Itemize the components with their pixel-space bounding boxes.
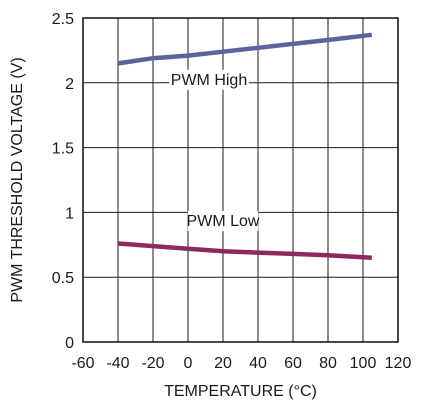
series-line-pwm-low — [117, 241, 372, 261]
x-axis-tick-labels: -60 -40 -20 0 20 40 60 80 100 120 — [71, 355, 411, 372]
series-annotations: PWM High PWM Low — [169, 69, 260, 232]
y-tick-label: 0.5 — [52, 270, 74, 287]
y-tick-label: 2.5 — [52, 11, 74, 28]
y-axis-label: PWM THRESHOLD VOLTAGE (V) — [9, 57, 26, 302]
y-tick-label: 1.5 — [52, 141, 74, 158]
series-lines — [117, 32, 373, 261]
series-label-pwm-high: PWM High — [171, 72, 247, 89]
y-tick-label: 0 — [65, 335, 74, 352]
y-tick-label: 1 — [65, 205, 74, 222]
y-tick-label: 2 — [65, 76, 74, 93]
y-axis-tick-labels: 0 0.5 1 1.5 2 2.5 — [52, 11, 74, 352]
grid — [83, 18, 398, 342]
series-label-pwm-low: PWM Low — [187, 213, 260, 230]
annotation-background — [169, 69, 249, 90]
x-tick-label: 60 — [284, 355, 302, 372]
plot-frame — [82, 17, 399, 343]
annotation-background — [187, 211, 259, 232]
x-tick-label: 80 — [319, 355, 337, 372]
x-tick-label: 100 — [350, 355, 377, 372]
x-tick-label: 20 — [214, 355, 232, 372]
x-tick-label: 0 — [184, 355, 193, 372]
x-tick-label: 120 — [385, 355, 412, 372]
x-tick-label: -60 — [71, 355, 94, 372]
x-tick-label: -40 — [106, 355, 129, 372]
series-line-pwm-high — [117, 32, 373, 66]
x-axis-label: TEMPERATURE (°C) — [164, 383, 317, 400]
x-tick-label: 40 — [249, 355, 267, 372]
x-tick-label: -20 — [141, 355, 164, 372]
